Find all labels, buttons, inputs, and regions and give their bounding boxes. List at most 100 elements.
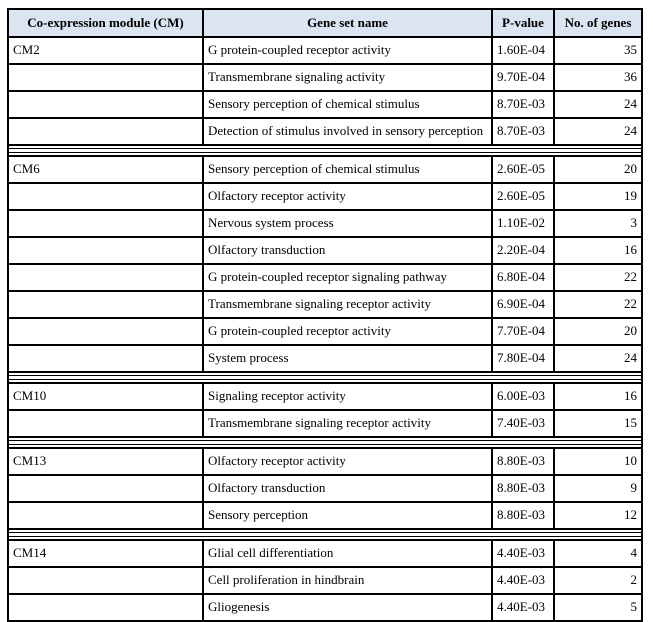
gene-count-cell: 2 xyxy=(553,566,643,595)
table-row: System process 7.80E-04 24 xyxy=(7,344,643,373)
gene-count-cell: 20 xyxy=(553,317,643,346)
table-row: Cell proliferation in hindbrain 4.40E-03 2 xyxy=(7,566,643,595)
p-value-cell: 8.70E-03 xyxy=(491,90,555,119)
module-cell: CM2 xyxy=(7,36,204,65)
gene-set-cell: G protein-coupled receptor activity xyxy=(202,36,493,65)
gene-count-cell: 16 xyxy=(553,382,643,411)
table-row: Sensory perception 8.80E-03 12 xyxy=(7,501,643,530)
table-row: G protein-coupled receptor activity 7.70E… xyxy=(7,317,643,346)
table-body: CM2 G protein-coupled receptor activity 1.… xyxy=(7,36,643,622)
table-row: Nervous system process 1.10E-02 3 xyxy=(7,209,643,238)
gene-set-cell: Nervous system process xyxy=(202,209,493,238)
p-value-cell: 2.20E-04 xyxy=(491,236,555,265)
header-row: Co-expression module (CM) Gene set name … xyxy=(7,8,643,38)
table-row: Transmembrane signaling receptor activit… xyxy=(7,290,643,319)
gene-count-cell: 22 xyxy=(553,263,643,292)
table-row: Olfactory receptor activity 2.60E-05 19 xyxy=(7,182,643,211)
p-value-cell: 8.80E-03 xyxy=(491,447,555,476)
table-row: CM10 Signaling receptor activity 6.00E-03 1… xyxy=(7,382,643,411)
module-cell xyxy=(7,409,204,438)
gene-set-cell: Olfactory receptor activity xyxy=(202,182,493,211)
module-cell xyxy=(7,474,204,503)
p-value-cell: 9.70E-04 xyxy=(491,63,555,92)
table-row: CM14 Glial cell differentiation 4.40E-03 4 xyxy=(7,539,643,568)
module-cell xyxy=(7,593,204,622)
module-cell xyxy=(7,90,204,119)
gene-set-cell: Gliogenesis xyxy=(202,593,493,622)
p-value-cell: 1.60E-04 xyxy=(491,36,555,65)
gene-set-cell: Sensory perception of chemical stimulus xyxy=(202,155,493,184)
gene-count-cell: 12 xyxy=(553,501,643,530)
p-value-cell: 4.40E-03 xyxy=(491,566,555,595)
table-row: G protein-coupled receptor signaling pat… xyxy=(7,263,643,292)
gene-count-cell: 19 xyxy=(553,182,643,211)
section-separator xyxy=(7,144,643,157)
header-coexpression-module: Co-expression module (CM) xyxy=(7,8,204,38)
double-line xyxy=(10,440,640,445)
section-separator-cell xyxy=(7,436,643,449)
table-row: CM13 Olfactory receptor activity 8.80E-03 1… xyxy=(7,447,643,476)
p-value-cell: 8.80E-03 xyxy=(491,501,555,530)
section-separator-cell xyxy=(7,144,643,157)
section-separator xyxy=(7,436,643,449)
gene-set-cell: Detection of stimulus involved in sensor… xyxy=(202,117,493,146)
table-row: Detection of stimulus involved in sensor… xyxy=(7,117,643,146)
page: Co-expression module (CM) Gene set name … xyxy=(7,8,643,622)
gene-set-cell: Sensory perception of chemical stimulus xyxy=(202,90,493,119)
module-cell xyxy=(7,566,204,595)
p-value-cell: 2.60E-05 xyxy=(491,182,555,211)
module-cell xyxy=(7,317,204,346)
gene-count-cell: 24 xyxy=(553,117,643,146)
p-value-cell: 6.90E-04 xyxy=(491,290,555,319)
module-cell xyxy=(7,236,204,265)
module-cell: CM6 xyxy=(7,155,204,184)
table-row: Sensory perception of chemical stimulus 8… xyxy=(7,90,643,119)
gene-count-cell: 20 xyxy=(553,155,643,184)
gene-count-cell: 16 xyxy=(553,236,643,265)
header-p-value: P-value xyxy=(491,8,555,38)
gene-set-cell: Olfactory receptor activity xyxy=(202,447,493,476)
module-cell: CM13 xyxy=(7,447,204,476)
gene-count-cell: 10 xyxy=(553,447,643,476)
p-value-cell: 7.80E-04 xyxy=(491,344,555,373)
gene-count-cell: 22 xyxy=(553,290,643,319)
gene-count-cell: 35 xyxy=(553,36,643,65)
gene-set-cell: Transmembrane signaling receptor activit… xyxy=(202,409,493,438)
gene-set-enrichment-table: Co-expression module (CM) Gene set name … xyxy=(7,8,643,622)
table-row: CM6 Sensory perception of chemical stimul… xyxy=(7,155,643,184)
table-row: Gliogenesis 4.40E-03 5 xyxy=(7,593,643,622)
table-row: Olfactory transduction 8.80E-03 9 xyxy=(7,474,643,503)
gene-count-cell: 9 xyxy=(553,474,643,503)
section-separator xyxy=(7,371,643,384)
gene-set-cell: Transmembrane signaling activity xyxy=(202,63,493,92)
gene-set-cell: Olfactory transduction xyxy=(202,474,493,503)
table-row: Transmembrane signaling receptor activit… xyxy=(7,409,643,438)
gene-set-cell: Transmembrane signaling receptor activit… xyxy=(202,290,493,319)
p-value-cell: 4.40E-03 xyxy=(491,539,555,568)
gene-set-cell: System process xyxy=(202,344,493,373)
module-cell: CM14 xyxy=(7,539,204,568)
gene-set-cell: Olfactory transduction xyxy=(202,236,493,265)
module-cell xyxy=(7,263,204,292)
p-value-cell: 4.40E-03 xyxy=(491,593,555,622)
gene-set-cell: Cell proliferation in hindbrain xyxy=(202,566,493,595)
module-cell xyxy=(7,117,204,146)
p-value-cell: 1.10E-02 xyxy=(491,209,555,238)
table-row: Olfactory transduction 2.20E-04 16 xyxy=(7,236,643,265)
p-value-cell: 7.70E-04 xyxy=(491,317,555,346)
module-cell xyxy=(7,63,204,92)
table-row: CM2 G protein-coupled receptor activity 1.… xyxy=(7,36,643,65)
header-gene-set-name: Gene set name xyxy=(202,8,493,38)
table-row: Transmembrane signaling activity 9.70E-04… xyxy=(7,63,643,92)
gene-set-cell: Signaling receptor activity xyxy=(202,382,493,411)
module-cell xyxy=(7,344,204,373)
double-line xyxy=(10,148,640,153)
gene-count-cell: 24 xyxy=(553,90,643,119)
section-separator xyxy=(7,528,643,541)
double-line xyxy=(10,375,640,380)
gene-set-cell: G protein-coupled receptor signaling pat… xyxy=(202,263,493,292)
gene-count-cell: 15 xyxy=(553,409,643,438)
gene-count-cell: 5 xyxy=(553,593,643,622)
module-cell xyxy=(7,501,204,530)
gene-count-cell: 3 xyxy=(553,209,643,238)
